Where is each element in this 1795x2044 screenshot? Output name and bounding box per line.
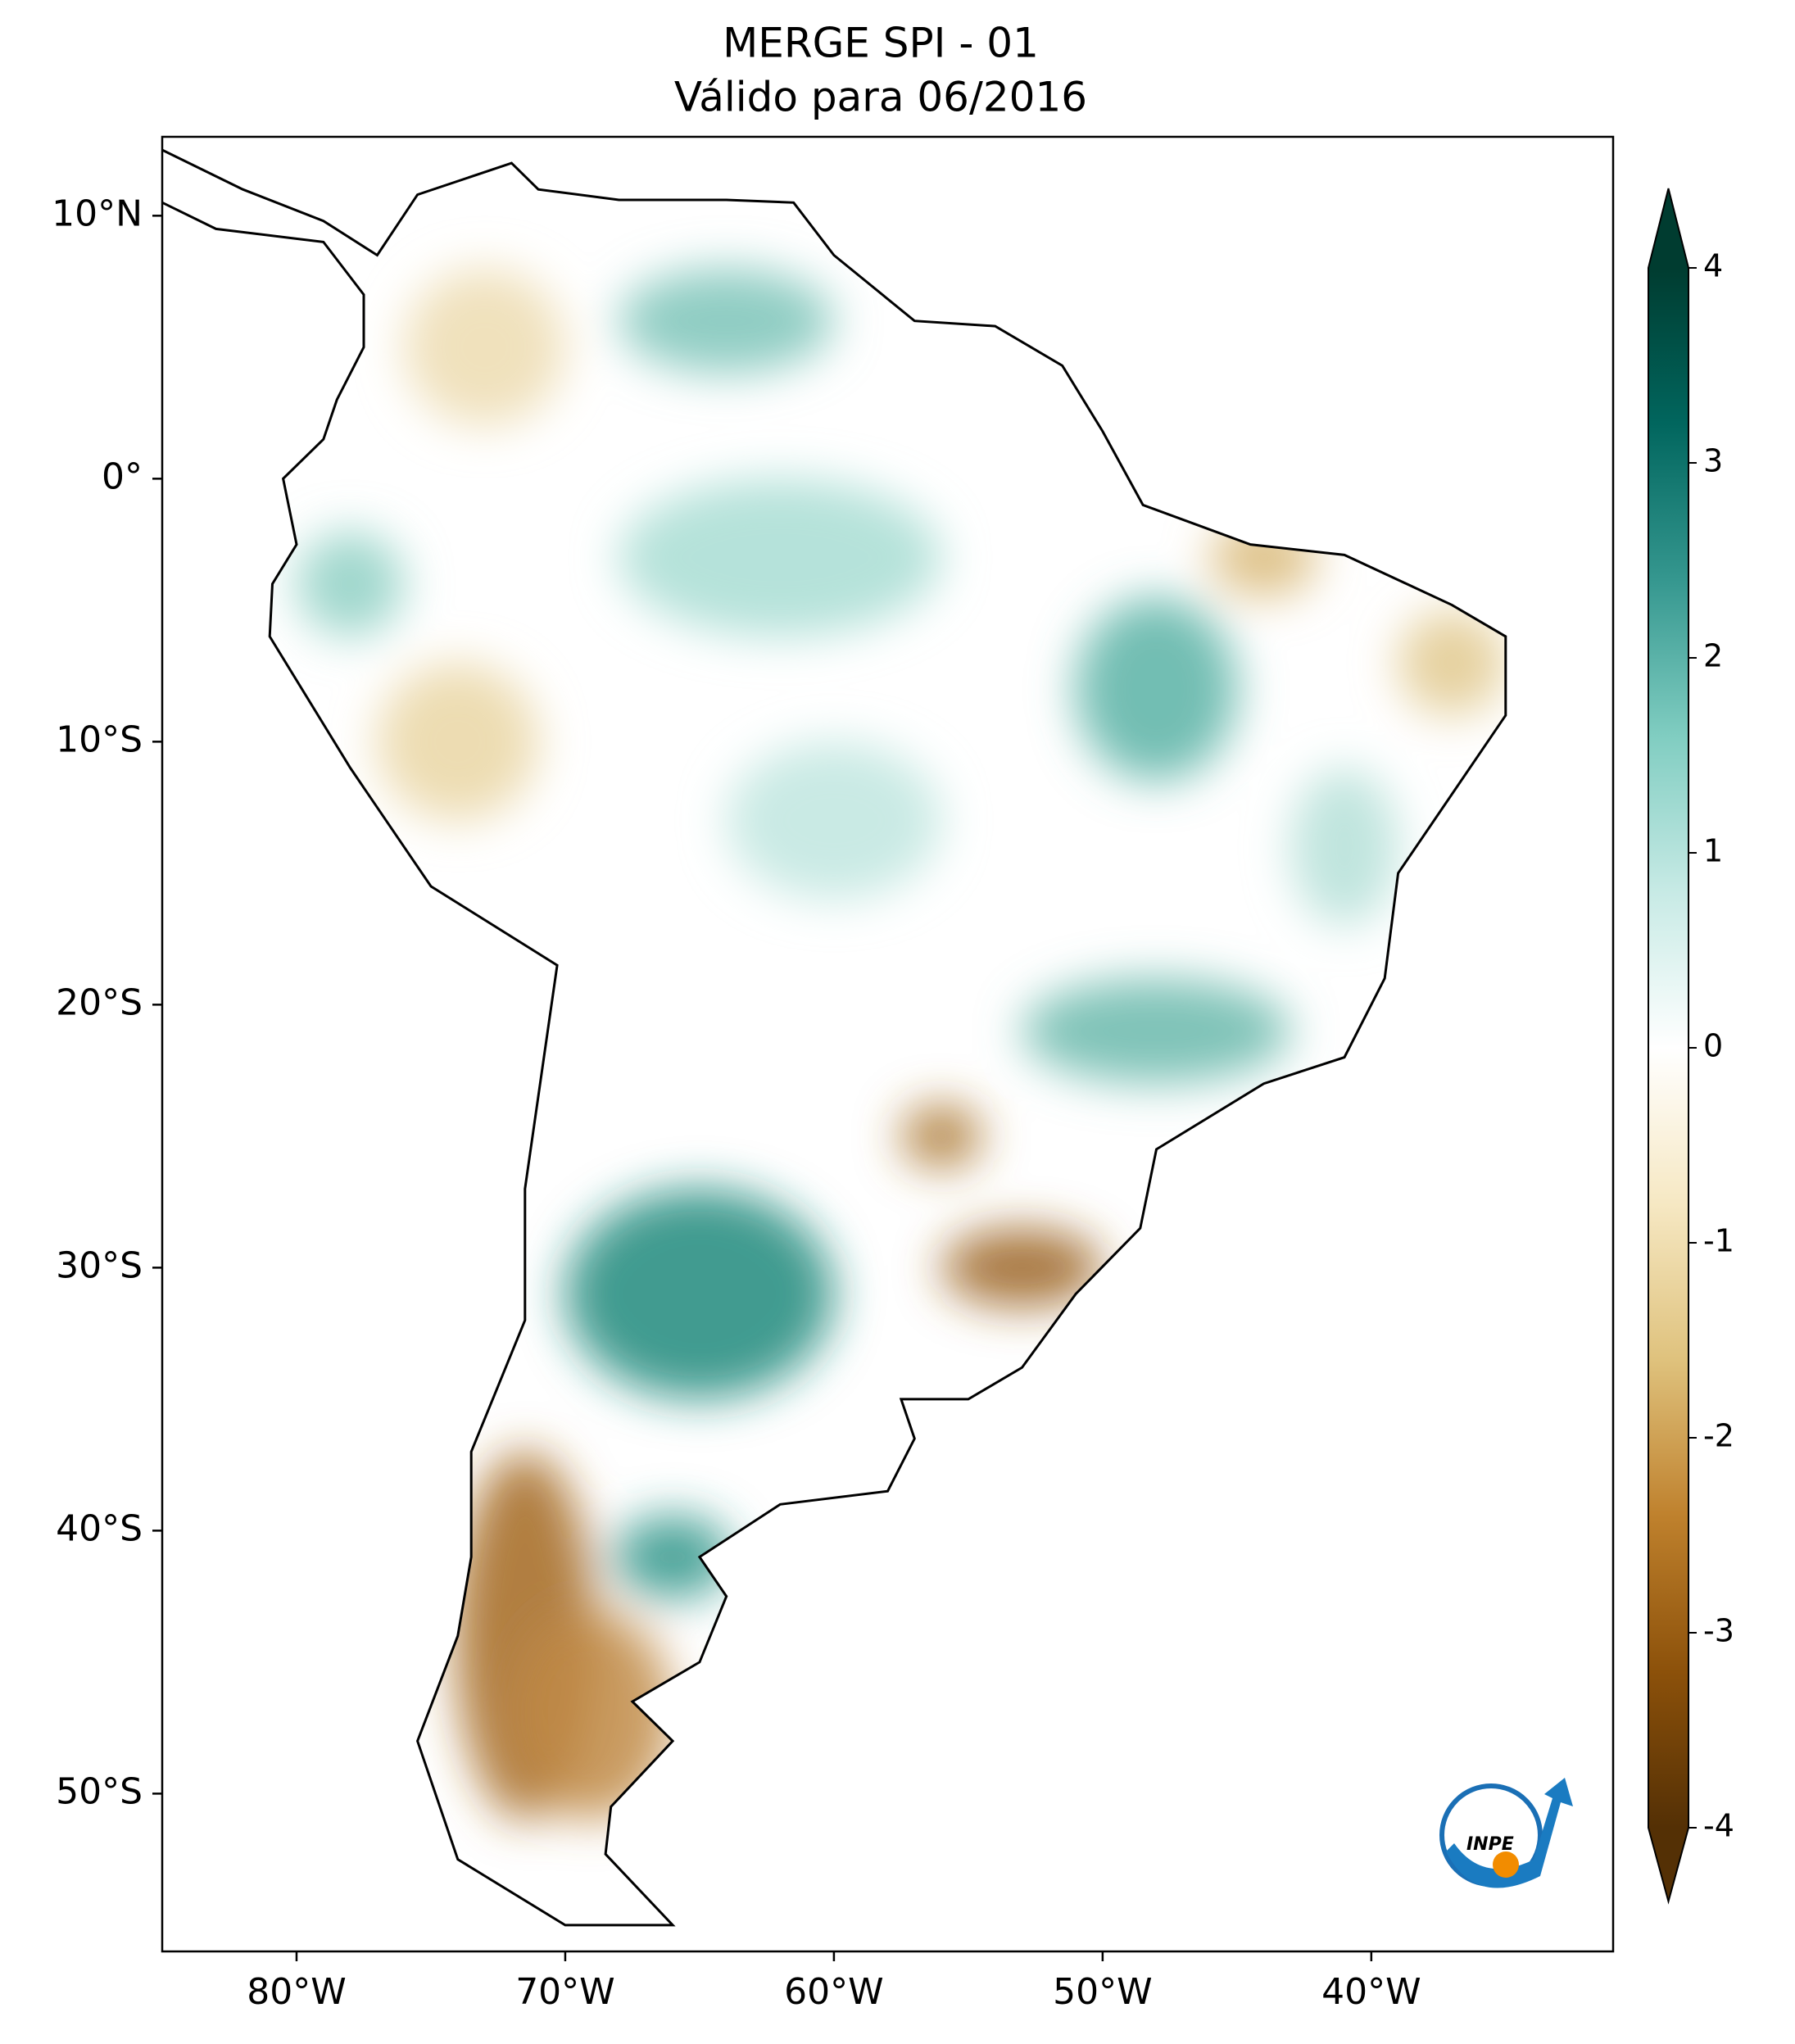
spi-blob [726, 741, 942, 900]
spi-blob [1398, 610, 1506, 716]
y-tick-label: 0° [102, 455, 143, 497]
spi-blobs [296, 268, 1506, 1820]
logo-arrow [1446, 1778, 1573, 1888]
colorbar-tick-label: -4 [1703, 1808, 1734, 1844]
x-tick-label: 60°W [784, 1971, 884, 2013]
colorbar-tick-label: -1 [1703, 1223, 1734, 1259]
spi-blob [377, 663, 539, 821]
spi-blob [1022, 978, 1291, 1084]
map-title: MERGE SPI - 01 [723, 20, 1039, 67]
colorbar-tick-label: -3 [1703, 1613, 1734, 1649]
logo-dot [1493, 1851, 1519, 1878]
colorbar [1648, 268, 1688, 1828]
y-tick-label: 20°S [56, 981, 143, 1023]
spi-blob [564, 1189, 834, 1399]
spi-blob [619, 268, 834, 374]
x-tick-label: 70°W [515, 1971, 615, 2013]
map-area [162, 148, 1507, 1927]
spi-blob [941, 1228, 1103, 1308]
y-tick-label: 30°S [56, 1244, 143, 1286]
map-subtitle: Válido para 06/2016 [674, 74, 1087, 121]
x-tick-label: 50°W [1053, 1971, 1153, 2013]
x-tick-label: 40°W [1321, 1971, 1421, 2013]
spi-blob [511, 1609, 673, 1820]
spi-field [296, 268, 1506, 1820]
colorbar-tick-label: -2 [1703, 1418, 1734, 1454]
colorbar-tick-label: 3 [1703, 443, 1723, 479]
y-tick-label: 10°N [52, 193, 143, 234]
colorbar-extend-high [1648, 188, 1688, 268]
y-tick-label: 40°S [56, 1507, 143, 1549]
spi-blob [404, 268, 565, 427]
colorbar-tick-label: 2 [1703, 638, 1723, 674]
y-tick-label: 50°S [56, 1770, 143, 1812]
spi-blob [296, 531, 405, 637]
land [162, 150, 1506, 1925]
spi-blob [1290, 768, 1398, 927]
logo: INPE [1439, 1778, 1573, 1888]
spi-blob [619, 478, 942, 637]
colorbar-tick-label: 0 [1703, 1028, 1723, 1064]
colorbar-tick-label: 4 [1703, 248, 1723, 284]
spi-blob [1210, 518, 1318, 597]
logo-text: INPE [1466, 1834, 1514, 1855]
x-tick-label: 80°W [247, 1971, 347, 2013]
spi-blob [1076, 596, 1237, 782]
map-frame [161, 135, 1615, 1953]
colorbar-tick-label: 1 [1703, 833, 1723, 869]
coastline [162, 148, 1507, 1927]
colorbar-extend-low [1648, 1828, 1688, 1901]
spi-blob [613, 1515, 732, 1599]
spi-blob [900, 1104, 982, 1168]
y-tick-label: 10°S [56, 718, 143, 760]
